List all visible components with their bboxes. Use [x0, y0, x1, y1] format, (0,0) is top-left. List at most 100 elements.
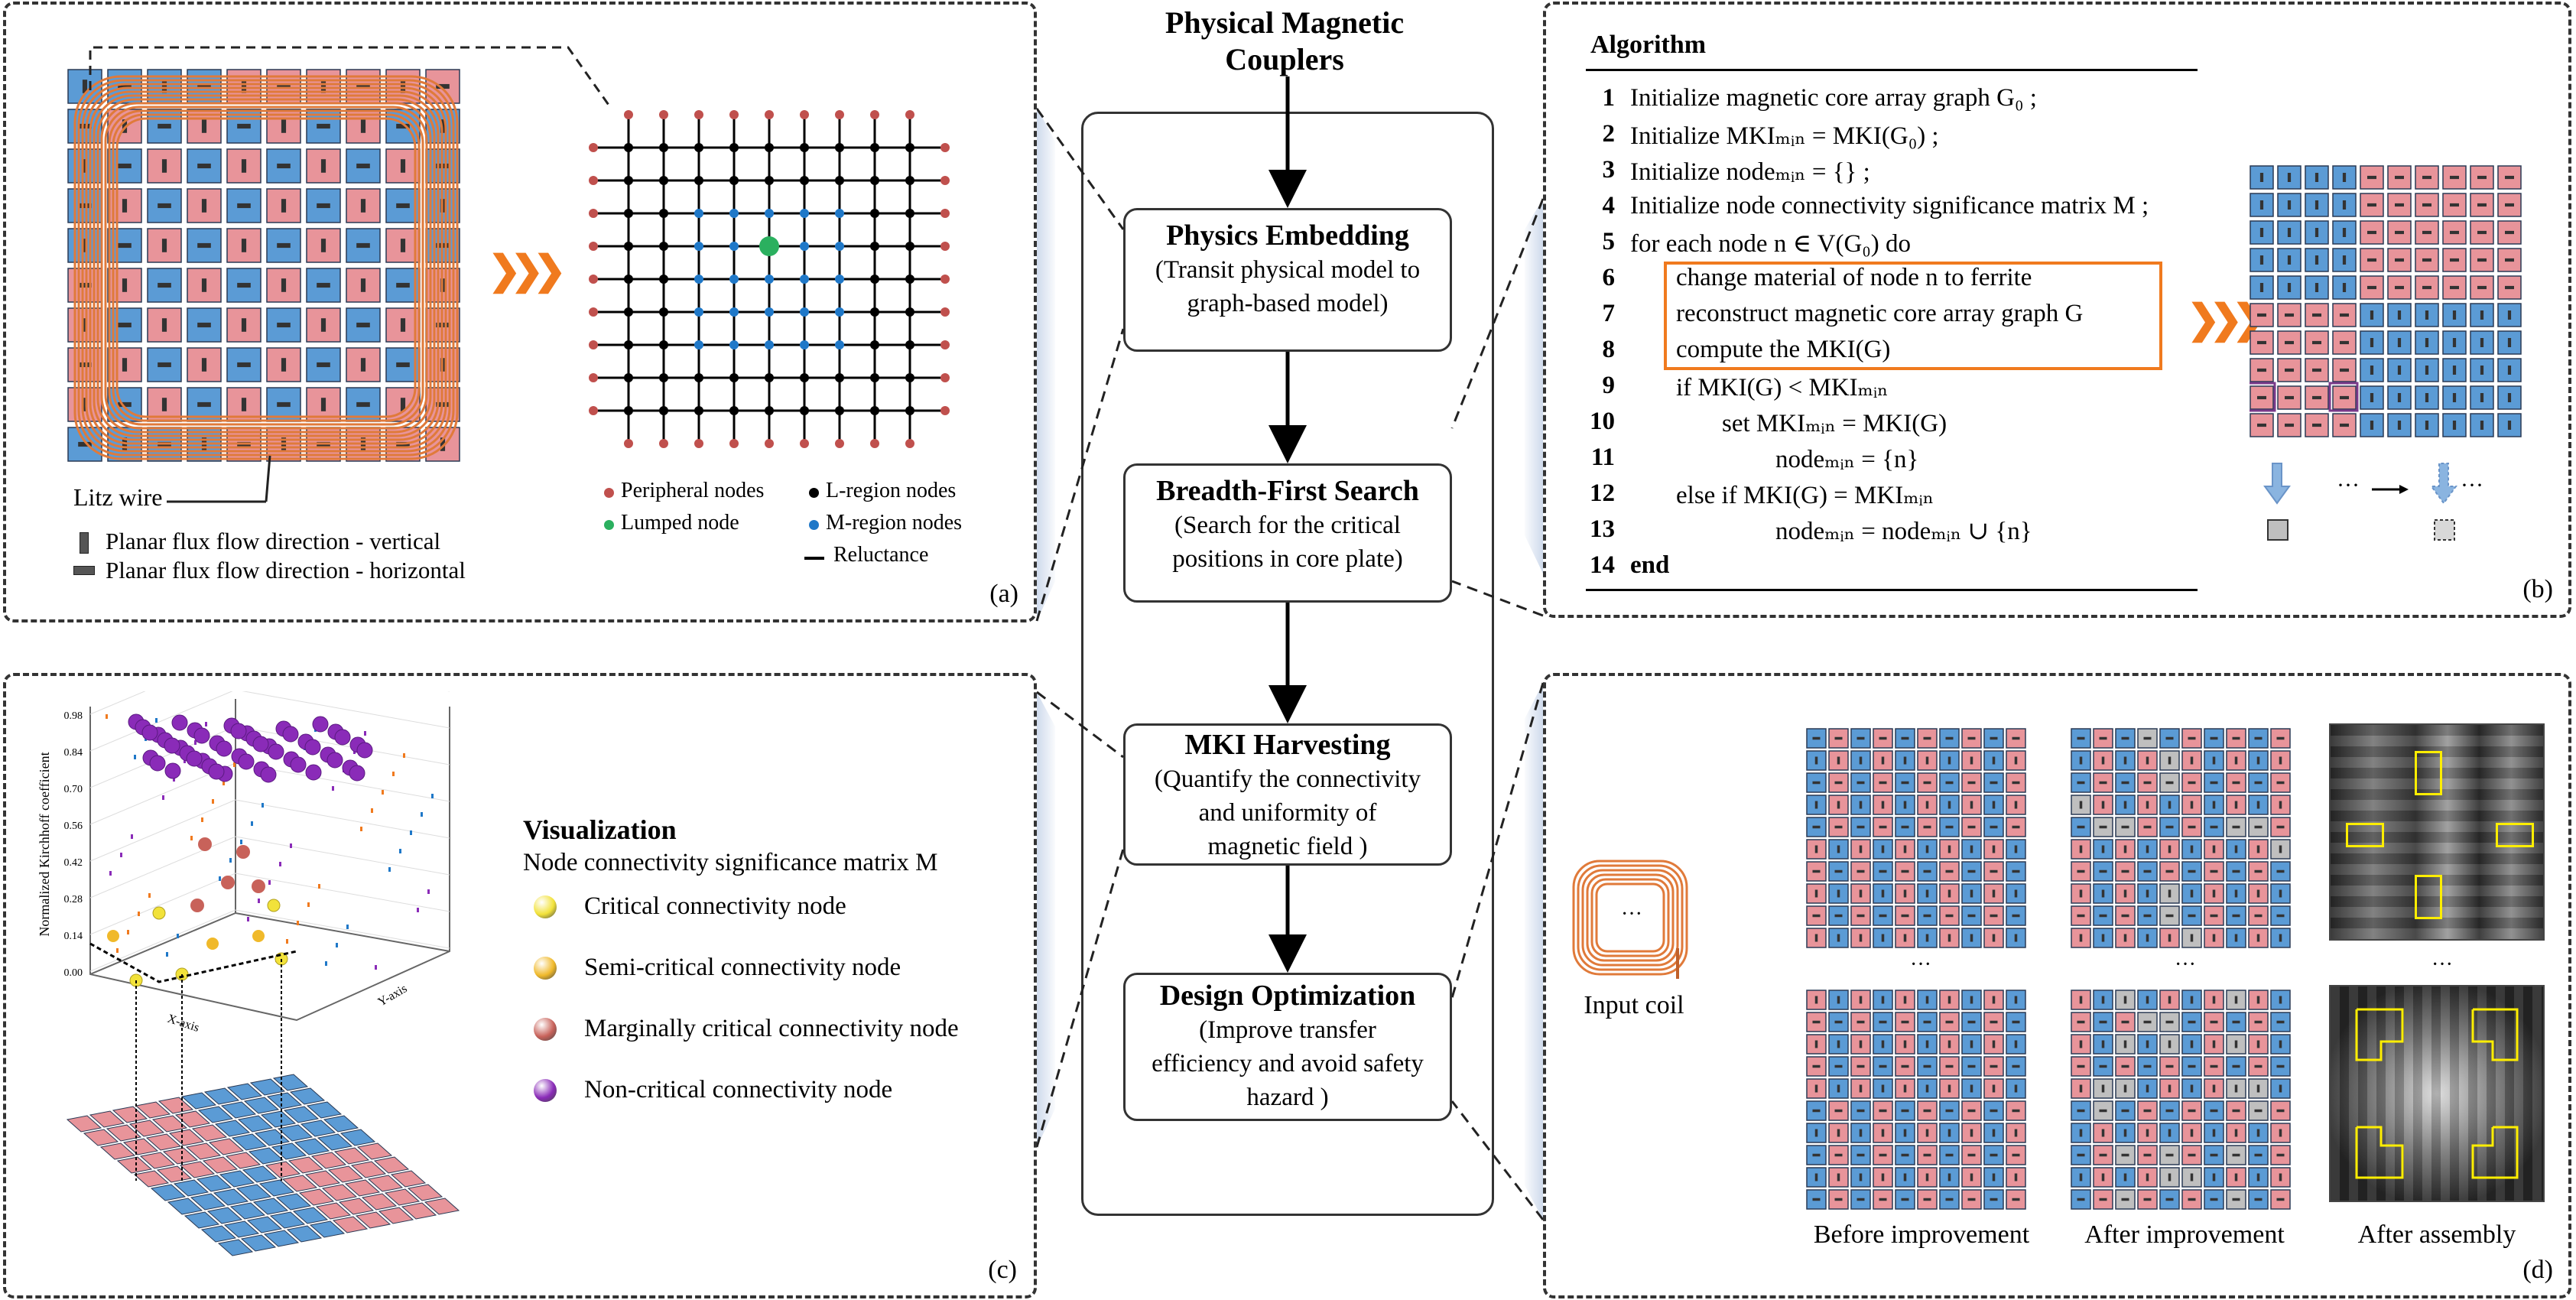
core-cell: [2415, 248, 2439, 272]
panel-a: ❯❯❯ Litz wire Planar flux flow direction…: [3, 2, 1037, 622]
core-cell: [2226, 750, 2246, 771]
graph-node: [624, 373, 633, 382]
step-physics-embedding: Physics Embedding (Transit physical mode…: [1123, 208, 1452, 352]
graph-node: [694, 340, 703, 349]
core-cell: [2332, 275, 2357, 300]
algo-line-number: 10: [1590, 408, 1615, 435]
core-cell: [2360, 193, 2384, 217]
core-cell: [2159, 1189, 2180, 1210]
core-cell: [1917, 883, 1938, 904]
core-cell: [1850, 861, 1871, 882]
non-critical-node: [304, 739, 321, 756]
core-cell: [2204, 1056, 2224, 1077]
core-cell: [1873, 990, 1893, 1010]
core-cell: [2159, 795, 2180, 815]
core-cell: [2226, 1034, 2246, 1055]
core-cell: [1850, 928, 1871, 948]
core-cell: [1983, 772, 2004, 793]
legend-label: Non-critical connectivity node: [584, 1076, 893, 1103]
core-cell: [2277, 413, 2302, 437]
graph-node: [835, 209, 844, 218]
core-cell: [2277, 358, 2302, 382]
graph-node: [624, 242, 633, 251]
core-cell: [2093, 750, 2113, 771]
litz-coil: [73, 75, 459, 460]
core-cell: [2248, 750, 2269, 771]
core-cell: [1850, 1078, 1871, 1099]
graph-node: [940, 209, 950, 218]
algo-line-number: 12: [1590, 479, 1615, 507]
core-cell: [2137, 990, 2158, 1010]
visualization-subheading: Node connectivity significance matrix M: [523, 849, 938, 876]
core-cell: [2270, 1056, 2291, 1077]
core-cell: [1895, 817, 1915, 837]
core-cell: [2248, 883, 2269, 904]
graph-node: [765, 406, 774, 415]
z-tick: 0.42: [64, 857, 83, 869]
graph-node: [624, 307, 633, 317]
core-cell: [1806, 1189, 1827, 1210]
assembly-photo-top: [2329, 723, 2545, 941]
graph-node: [624, 406, 633, 415]
projection-point: [212, 799, 214, 804]
core-cell: [1806, 928, 1827, 948]
core-cell: [2226, 772, 2246, 793]
z-tick: 0.84: [64, 747, 83, 759]
core-cell: [1873, 1100, 1893, 1121]
core-cell: [1850, 772, 1871, 793]
core-cell: [2470, 248, 2494, 272]
projection-point: [116, 948, 119, 953]
core-cell: [1939, 1167, 1960, 1188]
core-cell: [1983, 1034, 2004, 1055]
core-cell: [2204, 772, 2224, 793]
core-cell: [1873, 817, 1893, 837]
ellipsis-1: ···: [2337, 473, 2360, 498]
core-cell: [1850, 1012, 1871, 1032]
graph-node: [905, 307, 914, 317]
core-cell: [1939, 861, 1960, 882]
core-cell: [1806, 1167, 1827, 1188]
core-cell: [1961, 1078, 1982, 1099]
core-cell: [2204, 750, 2224, 771]
core-cell: [2115, 839, 2136, 860]
core-cell: [1939, 1123, 1960, 1143]
algo-line-4: Initialize node connectivity significanc…: [1630, 192, 2149, 219]
core-cell: [2226, 990, 2246, 1010]
core-cell: [2006, 1123, 2026, 1143]
graph-node: [765, 307, 774, 317]
projection-point: [421, 812, 423, 817]
floor-core-array: [66, 1074, 460, 1256]
core-cell: [2137, 839, 2158, 860]
core-cell: [1983, 1056, 2004, 1077]
core-cell: [1895, 1123, 1915, 1143]
non-critical-node: [312, 716, 329, 733]
projection-point: [403, 753, 405, 758]
core-cell: [67, 307, 102, 343]
core-cell: [2181, 728, 2202, 749]
center-title-line1: Physical Magnetic: [1165, 5, 1405, 40]
core-cell: [2470, 358, 2494, 382]
core-cell: [1939, 839, 1960, 860]
legend-label: Marginally critical connectivity node: [584, 1015, 959, 1042]
magnetic-core-array-b: [2250, 165, 2522, 437]
projection-point: [279, 862, 281, 866]
core-cell: [1806, 990, 1827, 1010]
graph-node: [694, 275, 703, 284]
core-cell: [67, 148, 102, 184]
core-cell: [2204, 1145, 2224, 1165]
graph-node: [659, 340, 668, 349]
core-cell: [2226, 795, 2246, 815]
core-cell: [2248, 1189, 2269, 1210]
core-cell: [2071, 1100, 2091, 1121]
x-axis-label: X-axis: [166, 1012, 201, 1035]
projection-point: [290, 843, 292, 848]
core-cell: [2442, 193, 2467, 217]
core-cell: [2181, 817, 2202, 837]
projection-point: [155, 718, 158, 723]
core-cell: [2159, 905, 2180, 926]
core-cell: [2115, 1189, 2136, 1210]
core-cell: [346, 188, 381, 223]
projection-point: [318, 884, 320, 889]
core-cell: [2248, 1123, 2269, 1143]
core-cell: [2137, 905, 2158, 926]
